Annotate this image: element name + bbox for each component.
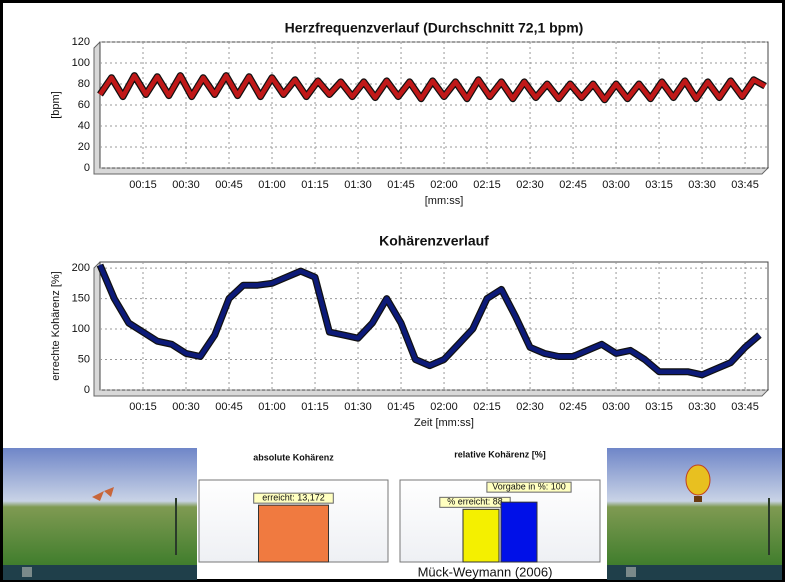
status-icon xyxy=(22,567,32,577)
balloon-basket xyxy=(694,496,702,502)
value-label: Vorgabe in %: 100 xyxy=(492,482,566,492)
y-tick-label: 120 xyxy=(72,36,90,48)
y-tick-label: 60 xyxy=(78,99,90,111)
x-axis-label: [mm:ss] xyxy=(425,195,464,207)
y-tick-label: 100 xyxy=(72,57,90,69)
y-tick-label: 20 xyxy=(78,141,90,153)
x-tick-label: 00:15 xyxy=(129,401,157,413)
x-tick-label: 01:30 xyxy=(344,179,372,191)
x-tick-label: 01:45 xyxy=(387,401,415,413)
y-tick-label: 50 xyxy=(78,353,90,365)
status-strip xyxy=(3,565,197,580)
y-tick-label: 150 xyxy=(72,292,90,304)
x-tick-label: 02:45 xyxy=(559,179,587,191)
line xyxy=(98,73,767,103)
x-tick-label: 03:00 xyxy=(602,179,630,191)
y-tick-label: 0 xyxy=(84,384,90,396)
x-tick-label: 03:15 xyxy=(645,179,673,191)
y-tick-label: 0 xyxy=(84,162,90,174)
x-tick-label: 03:00 xyxy=(602,401,630,413)
butterfly xyxy=(92,487,114,501)
y-axis-label: [bpm] xyxy=(50,91,62,119)
y-tick-label: 80 xyxy=(78,78,90,90)
value-label: % erreicht: 88 xyxy=(447,497,503,507)
x-tick-label: 00:30 xyxy=(172,401,200,413)
y-tick-label: 100 xyxy=(72,323,90,335)
y-tick-label: 40 xyxy=(78,120,90,132)
credit: Mück-Weymann (2006) xyxy=(418,564,553,579)
chart-title: Herzfrequenzverlauf (Durchschnitt 72,1 b… xyxy=(285,20,584,36)
plot-area xyxy=(399,479,601,563)
x-tick-label: 00:15 xyxy=(129,179,157,191)
scene-image xyxy=(3,448,197,566)
x-tick-label: 01:15 xyxy=(301,401,329,413)
x-tick-label: 02:00 xyxy=(430,179,458,191)
x-axis-label: Zeit [mm:ss] xyxy=(414,417,474,429)
x-tick-label: 02:15 xyxy=(473,401,501,413)
chart-title: relative Kohärenz [%] xyxy=(454,449,546,459)
x-tick-label: 03:30 xyxy=(688,401,716,413)
value-label: erreicht: 13,172 xyxy=(262,493,325,503)
x-tick-label: 02:15 xyxy=(473,179,501,191)
x-tick-label: 02:00 xyxy=(430,401,458,413)
x-tick-label: 00:45 xyxy=(215,179,243,191)
x-tick-label: 02:30 xyxy=(516,401,544,413)
x-tick-label: 02:30 xyxy=(516,179,544,191)
x-tick-label: 01:00 xyxy=(258,401,286,413)
x-tick-label: 01:00 xyxy=(258,179,286,191)
x-tick-label: 01:15 xyxy=(301,179,329,191)
x-tick-label: 02:45 xyxy=(559,401,587,413)
value-label-box xyxy=(486,481,572,493)
x-tick-label: 03:15 xyxy=(645,401,673,413)
value-label-box xyxy=(253,492,334,504)
x-tick-label: 03:45 xyxy=(731,179,759,191)
chart-title: absolute Kohärenz xyxy=(253,452,334,462)
x-tick-label: 01:30 xyxy=(344,401,372,413)
bar xyxy=(500,501,538,563)
y-tick-label: 200 xyxy=(72,262,90,274)
status-strip xyxy=(607,565,782,580)
status-icon xyxy=(626,567,636,577)
x-tick-label: 01:45 xyxy=(387,179,415,191)
bar xyxy=(258,504,329,563)
line xyxy=(97,264,761,378)
y-axis-label: errechte Kohärenz [%] xyxy=(50,271,62,380)
chart-title: Kohärenzverlauf xyxy=(379,233,489,249)
x-tick-label: 03:45 xyxy=(731,401,759,413)
x-tick-label: 00:45 xyxy=(215,401,243,413)
bar xyxy=(462,508,500,563)
x-tick-label: 00:30 xyxy=(172,179,200,191)
x-tick-label: 03:30 xyxy=(688,179,716,191)
balloon xyxy=(685,464,711,496)
